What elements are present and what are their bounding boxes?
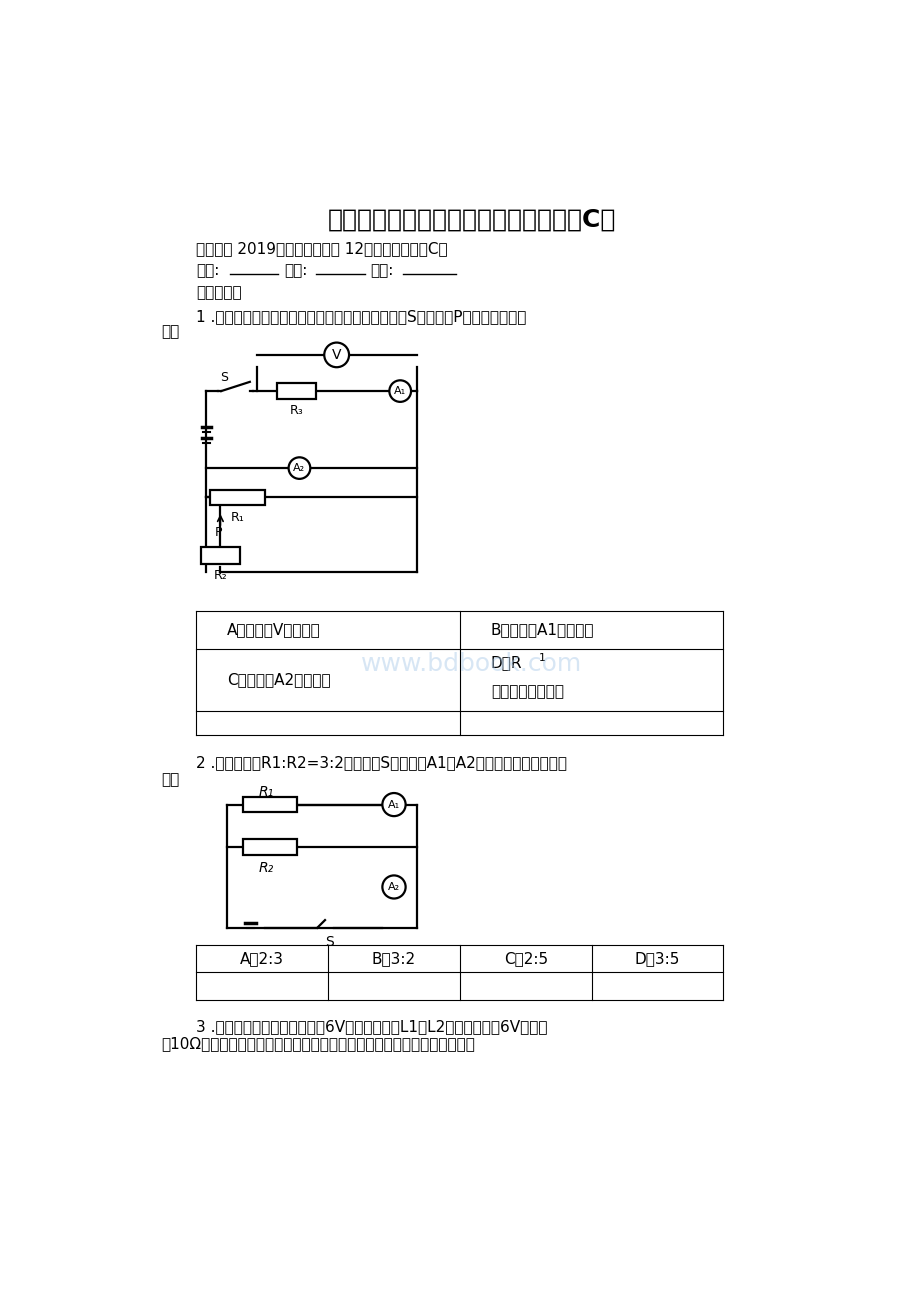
Text: C．2:5: C．2:5 bbox=[503, 950, 547, 966]
Circle shape bbox=[389, 380, 411, 402]
Text: R₂: R₂ bbox=[213, 569, 227, 582]
Text: 班级:: 班级: bbox=[284, 263, 307, 277]
Text: （）: （） bbox=[162, 772, 179, 786]
Text: A．电压表V示数变大: A．电压表V示数变大 bbox=[227, 622, 321, 637]
Text: B．3:2: B．3:2 bbox=[371, 950, 415, 966]
Text: 1 .如图所示的电路，电源电压恒定不变。闭合开关S，当滑片P向左移动时，则: 1 .如图所示的电路，电源电压恒定不变。闭合开关S，当滑片P向左移动时，则 bbox=[196, 309, 527, 324]
Text: 一、单选题: 一、单选题 bbox=[196, 285, 242, 299]
Text: R₂: R₂ bbox=[258, 862, 274, 875]
Text: R₁: R₁ bbox=[231, 510, 244, 523]
Text: 2 .如图所示，R1:R2=3:2，当开关S闭合后，A1、A2两电流表的示数之比为: 2 .如图所示，R1:R2=3:2，当开关S闭合后，A1、A2两电流表的示数之比… bbox=[196, 755, 567, 769]
Text: （）: （） bbox=[162, 324, 179, 340]
Text: 1: 1 bbox=[539, 654, 545, 663]
Text: S: S bbox=[325, 935, 334, 949]
Circle shape bbox=[323, 342, 348, 367]
Text: P: P bbox=[215, 526, 222, 539]
Text: A．2:3: A．2:3 bbox=[240, 950, 284, 966]
Text: 成绩:: 成绩: bbox=[370, 263, 393, 277]
Text: A₂: A₂ bbox=[293, 464, 305, 473]
Text: A₂: A₂ bbox=[388, 881, 400, 892]
Text: D．R: D．R bbox=[491, 655, 522, 671]
Text: www.bdbook.com: www.bdbook.com bbox=[360, 652, 582, 677]
Text: R₃: R₃ bbox=[289, 404, 303, 417]
Text: R₁: R₁ bbox=[258, 785, 274, 799]
Text: C．电流表A2示数变小: C．电流表A2示数变小 bbox=[227, 672, 331, 687]
Bar bbox=[210, 490, 265, 505]
Circle shape bbox=[289, 457, 310, 479]
Text: 3 .如图所示电路，电源电压为6V且保持不变，L1和L2是额定电压为6V、电阻: 3 .如图所示电路，电源电压为6V且保持不变，L1和L2是额定电压为6V、电阻 bbox=[196, 1019, 548, 1035]
Text: 消耗的电功率不变: 消耗的电功率不变 bbox=[491, 684, 563, 699]
Text: 姓名:: 姓名: bbox=[196, 263, 220, 277]
Text: B．电流表A1示数变小: B．电流表A1示数变小 bbox=[491, 622, 594, 637]
Text: A₁: A₁ bbox=[388, 799, 400, 810]
Text: 新人教版版九年级上学期月考物理试题C卷: 新人教版版九年级上学期月考物理试题C卷 bbox=[327, 207, 615, 232]
Text: D．3:5: D．3:5 bbox=[634, 950, 679, 966]
Text: A₁: A₁ bbox=[393, 387, 406, 396]
Bar bbox=[243, 840, 297, 854]
Text: V: V bbox=[332, 348, 341, 362]
Text: 为10Ω的相同的灯泡，忽略温度对电阻的影响，下列说法中，正确的是（）: 为10Ω的相同的灯泡，忽略温度对电阻的影响，下列说法中，正确的是（） bbox=[162, 1036, 475, 1052]
Bar bbox=[201, 547, 240, 564]
Text: S: S bbox=[220, 371, 228, 384]
Text: 新人教版 2019版九年级上学期 12月月考物理试题C卷: 新人教版 2019版九年级上学期 12月月考物理试题C卷 bbox=[196, 241, 448, 256]
Bar bbox=[243, 797, 297, 812]
Circle shape bbox=[382, 793, 405, 816]
Bar bbox=[277, 383, 315, 398]
Circle shape bbox=[382, 875, 405, 898]
